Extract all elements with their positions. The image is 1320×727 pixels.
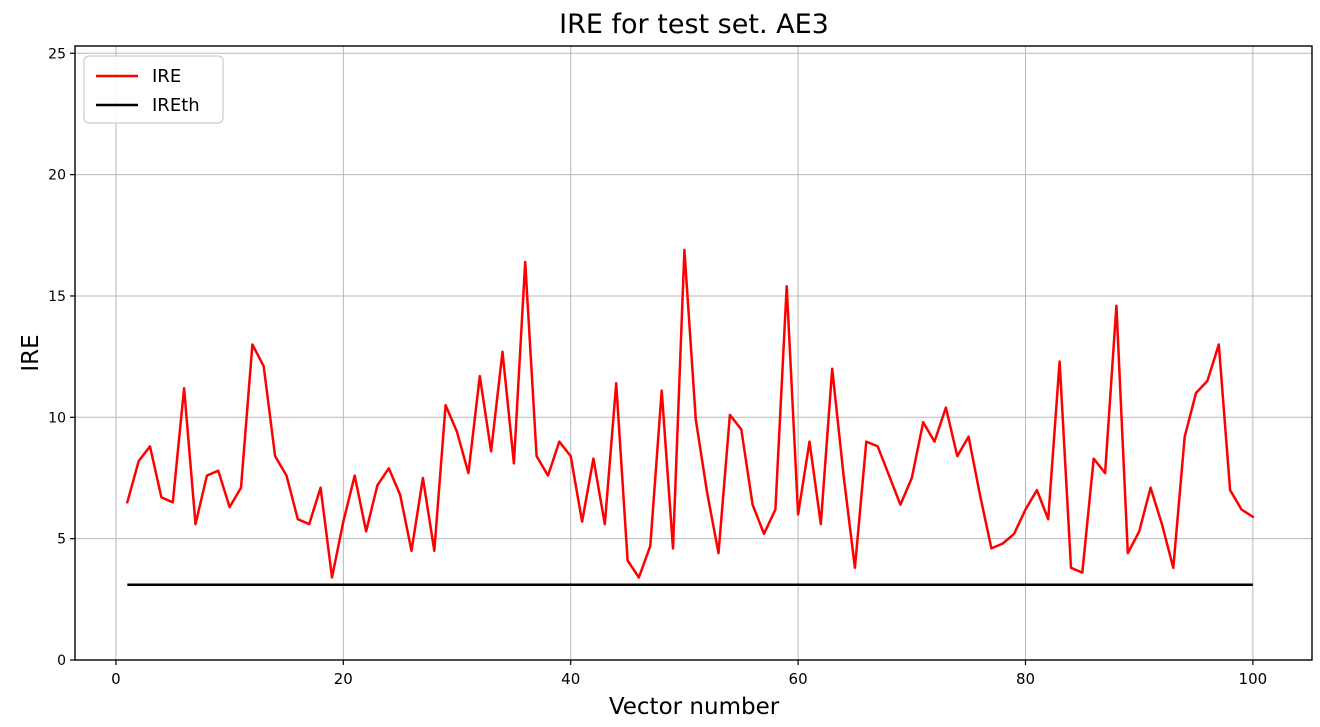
x-tick-label: 100 (1239, 670, 1268, 688)
y-tick-label: 0 (57, 653, 66, 669)
y-tick-label: 25 (48, 46, 66, 62)
y-axis-label: IRE (18, 334, 44, 371)
x-tick-label: 40 (561, 670, 580, 688)
legend-label-ire: IRE (152, 66, 181, 87)
x-axis-label: Vector number (609, 694, 780, 720)
legend: IRE IREth (83, 55, 224, 124)
y-tick-label: 5 (57, 532, 66, 548)
legend-label-ireth: IREth (152, 95, 200, 116)
x-tick-label: 60 (789, 670, 808, 688)
data-layer (126, 248, 1255, 587)
x-tick-label: 20 (334, 670, 353, 688)
x-tick-label: 80 (1016, 670, 1035, 688)
chart-title: IRE for test set. AE3 (559, 9, 829, 40)
y-tick-label: 20 (48, 168, 66, 184)
grid-layer (75, 46, 1312, 661)
y-tick-label: 10 (48, 410, 66, 426)
y-tick-label: 15 (48, 289, 66, 305)
ire-series-line (126, 248, 1255, 579)
plot-border (74, 45, 1313, 661)
x-tick-label: 0 (111, 670, 121, 688)
tick-layer: 0 5 10 15 20 25 0 20 40 60 80 100 (48, 46, 1267, 688)
